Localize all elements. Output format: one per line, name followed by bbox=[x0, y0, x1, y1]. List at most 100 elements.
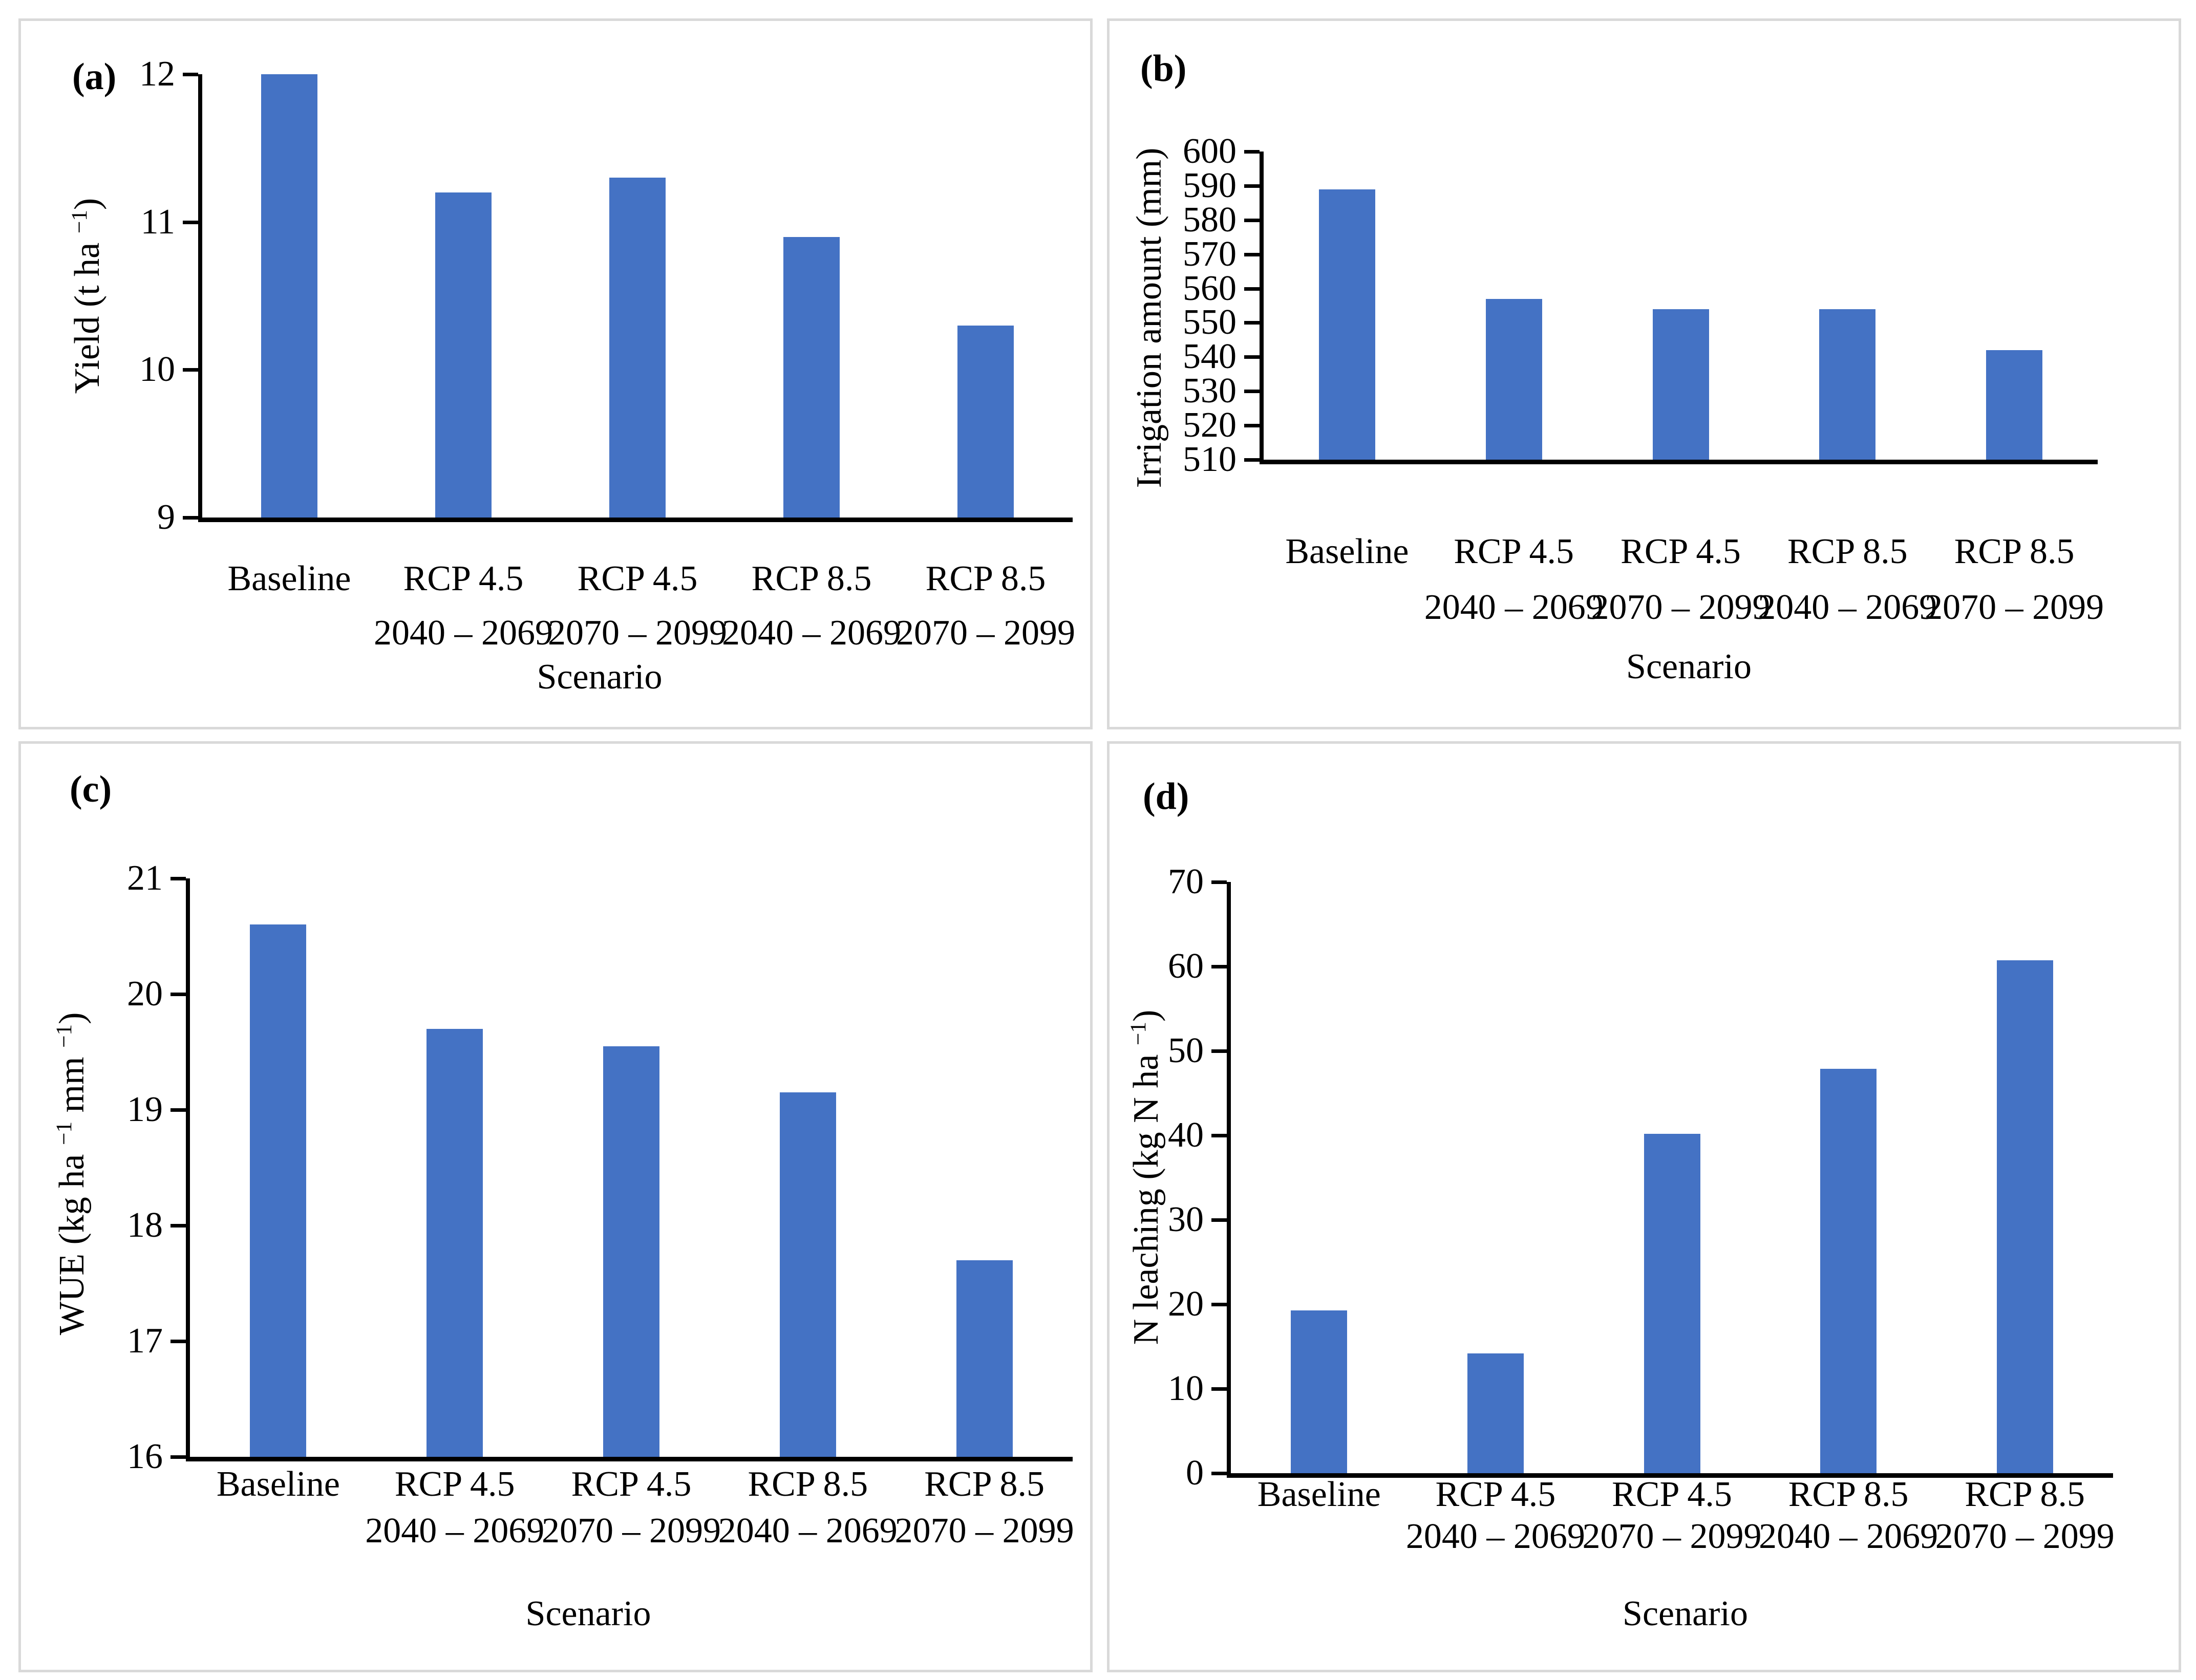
x-category-label: RCP 4.5 bbox=[1621, 532, 1741, 571]
y-tick-label: 40 bbox=[1168, 1115, 1204, 1155]
y-tick-label: 510 bbox=[1183, 440, 1236, 479]
y-tick-label: 21 bbox=[127, 858, 163, 898]
y-tick bbox=[170, 877, 186, 880]
x-category-label: RCP 4.5 bbox=[577, 559, 698, 598]
x-category-label: RCP 4.5 bbox=[403, 559, 524, 598]
y-axis-line bbox=[1260, 152, 1264, 464]
y-tick-label: 50 bbox=[1168, 1031, 1204, 1070]
panel-c: (c) WUE (kg ha −1 mm −1) Scenario 16 17 18… bbox=[18, 741, 1093, 1672]
y-tick-label: 10 bbox=[139, 350, 175, 390]
x-category-sublabel: 2040 – 2069 bbox=[374, 613, 553, 653]
y-tick-label: 580 bbox=[1183, 200, 1236, 240]
y-tick-label: 12 bbox=[139, 54, 175, 94]
y-tick-label: 17 bbox=[127, 1321, 163, 1361]
panel-letter: (a) bbox=[72, 56, 117, 98]
bar bbox=[1820, 1068, 1877, 1473]
x-category-sublabel: 2070 – 2099 bbox=[1591, 588, 1771, 627]
y-tick bbox=[170, 1340, 186, 1343]
y-tick-label: 11 bbox=[140, 202, 175, 242]
y-tick bbox=[183, 220, 198, 224]
x-category-label: RCP 8.5 bbox=[924, 1464, 1044, 1504]
x-category-label: RCP 4.5 bbox=[1454, 532, 1574, 571]
y-tick bbox=[1211, 1218, 1227, 1222]
y-tick-label: 550 bbox=[1183, 303, 1236, 342]
x-category-sublabel: 2070 – 2099 bbox=[548, 613, 727, 653]
y-axis-title-superscript: −1 bbox=[52, 1024, 77, 1048]
x-category-label: RCP 8.5 bbox=[748, 1464, 868, 1504]
y-tick-label: 540 bbox=[1183, 337, 1236, 377]
x-axis-line bbox=[198, 518, 1073, 522]
x-category-label: RCP 4.5 bbox=[571, 1464, 692, 1504]
y-tick bbox=[1244, 184, 1260, 188]
y-tick-label: 60 bbox=[1168, 946, 1204, 986]
y-tick-label: 560 bbox=[1183, 268, 1236, 308]
y-tick bbox=[1244, 355, 1260, 359]
x-category-sublabel: 2070 – 2099 bbox=[1582, 1517, 1762, 1556]
bar bbox=[956, 1260, 1013, 1457]
bar bbox=[427, 1028, 483, 1457]
y-tick bbox=[1211, 1134, 1227, 1137]
y-tick bbox=[1244, 390, 1260, 394]
y-tick-label: 590 bbox=[1183, 165, 1236, 205]
x-category-label: RCP 8.5 bbox=[1954, 532, 2075, 571]
bar bbox=[957, 325, 1014, 518]
y-tick bbox=[1211, 1303, 1227, 1306]
bar bbox=[609, 178, 666, 518]
x-category-sublabel: 2040 – 2069 bbox=[1405, 1517, 1585, 1556]
panel-letter: (d) bbox=[1143, 776, 1189, 817]
x-axis-title: Scenario bbox=[525, 1594, 651, 1633]
y-tick-label: 9 bbox=[157, 498, 175, 537]
panel-a: (a) Yield (t ha −1) Scenario 9 10 11 12 Base… bbox=[18, 18, 1093, 729]
x-category-label: RCP 8.5 bbox=[1787, 532, 1908, 571]
x-category-label: RCP 8.5 bbox=[1965, 1475, 2085, 1514]
x-category-sublabel: 2070 – 2099 bbox=[541, 1511, 721, 1550]
panel-b: (b) Irrigation amount (mm) Scenario 510 5… bbox=[1107, 18, 2181, 729]
x-category-sublabel: 2070 – 2099 bbox=[1925, 588, 2104, 627]
y-tick bbox=[1244, 424, 1260, 428]
y-tick-label: 600 bbox=[1183, 132, 1236, 171]
y-tick bbox=[183, 516, 198, 520]
x-category-label: RCP 8.5 bbox=[1788, 1475, 1909, 1514]
x-category-label: RCP 8.5 bbox=[925, 559, 1046, 598]
x-category-sublabel: 2040 – 2069 bbox=[1758, 588, 1937, 627]
x-category-label: Baseline bbox=[227, 559, 351, 598]
x-axis-line bbox=[186, 1457, 1073, 1461]
x-category-label: RCP 8.5 bbox=[751, 559, 872, 598]
y-axis-line bbox=[1227, 882, 1231, 1478]
y-tick bbox=[1211, 880, 1227, 884]
bar bbox=[1467, 1353, 1524, 1473]
x-category-sublabel: 2040 – 2069 bbox=[718, 1511, 898, 1550]
bar bbox=[1652, 309, 1709, 460]
bar bbox=[779, 1092, 836, 1457]
bar bbox=[1318, 189, 1375, 460]
x-axis-title: Scenario bbox=[537, 657, 663, 697]
y-tick-label: 30 bbox=[1168, 1200, 1204, 1239]
bar bbox=[435, 192, 492, 518]
x-category-label: Baseline bbox=[1285, 532, 1409, 571]
y-tick-label: 20 bbox=[1168, 1284, 1204, 1324]
bar bbox=[1291, 1310, 1348, 1473]
x-axis-title: Scenario bbox=[1623, 1594, 1748, 1633]
y-tick-label: 18 bbox=[127, 1205, 163, 1245]
panel-letter: (b) bbox=[1140, 48, 1187, 90]
y-tick bbox=[1211, 965, 1227, 968]
y-tick-label: 570 bbox=[1183, 234, 1236, 274]
y-tick bbox=[170, 1455, 186, 1459]
bar bbox=[250, 924, 307, 1457]
y-tick-label: 10 bbox=[1168, 1369, 1204, 1408]
y-tick bbox=[183, 73, 198, 76]
x-axis-line bbox=[1260, 460, 2098, 464]
bar bbox=[603, 1046, 659, 1457]
y-tick-label: 0 bbox=[1186, 1453, 1204, 1493]
bar bbox=[1996, 960, 2053, 1473]
y-tick bbox=[1244, 252, 1260, 256]
x-category-label: RCP 4.5 bbox=[1612, 1475, 1732, 1514]
y-tick-label: 20 bbox=[127, 974, 163, 1014]
y-tick-label: 70 bbox=[1168, 862, 1204, 901]
x-category-label: Baseline bbox=[1257, 1475, 1381, 1514]
y-tick bbox=[1244, 321, 1260, 325]
bar bbox=[1986, 350, 2043, 460]
y-tick bbox=[1244, 218, 1260, 222]
bar bbox=[1485, 298, 1542, 460]
